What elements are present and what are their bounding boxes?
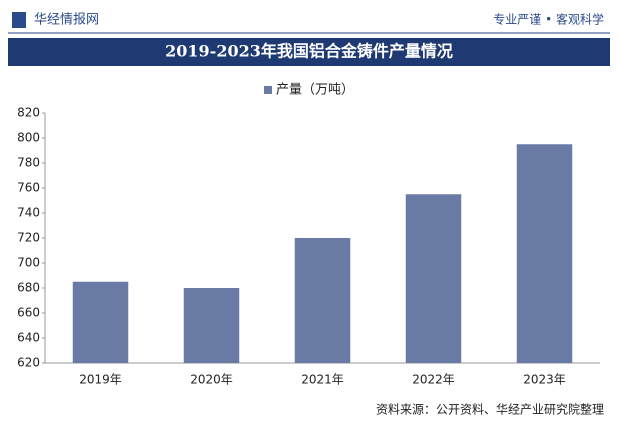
bar — [405, 194, 462, 363]
x-tick-label: 2019年 — [79, 373, 122, 387]
y-tick-label: 720 — [17, 231, 40, 245]
legend-swatch — [264, 86, 272, 94]
y-tick-label: 700 — [17, 256, 40, 270]
bar — [294, 238, 351, 363]
y-tick-label: 680 — [17, 281, 40, 295]
source: 资料来源：公开资料、华经产业研究院整理 — [376, 402, 604, 417]
y-tick-label: 620 — [17, 356, 40, 370]
brand: 华经情报网 — [34, 13, 99, 28]
legend-label: 产量（万吨） — [276, 83, 354, 98]
logo — [12, 12, 26, 28]
y-tick-label: 740 — [17, 206, 40, 220]
title-banner — [8, 38, 610, 66]
y-tick-label: 660 — [17, 306, 40, 320]
y-tick-label: 820 — [17, 106, 40, 120]
bar — [183, 288, 240, 363]
x-tick-label: 2021年 — [301, 373, 344, 387]
x-tick-label: 2020年 — [190, 373, 233, 387]
y-tick-label: 760 — [17, 181, 40, 195]
y-tick-label: 800 — [17, 131, 40, 145]
x-tick-label: 2023年 — [523, 373, 566, 387]
x-tick-label: 2022年 — [412, 373, 455, 387]
bar — [72, 281, 129, 363]
bar — [516, 144, 573, 363]
chart-title: 2019-2023年我国铝合金铸件产量情况 — [165, 42, 453, 61]
y-tick-label: 780 — [17, 156, 40, 170]
y-tick-label: 640 — [17, 331, 40, 345]
slogan: 专业严谨 • 客观科学 — [493, 12, 604, 27]
